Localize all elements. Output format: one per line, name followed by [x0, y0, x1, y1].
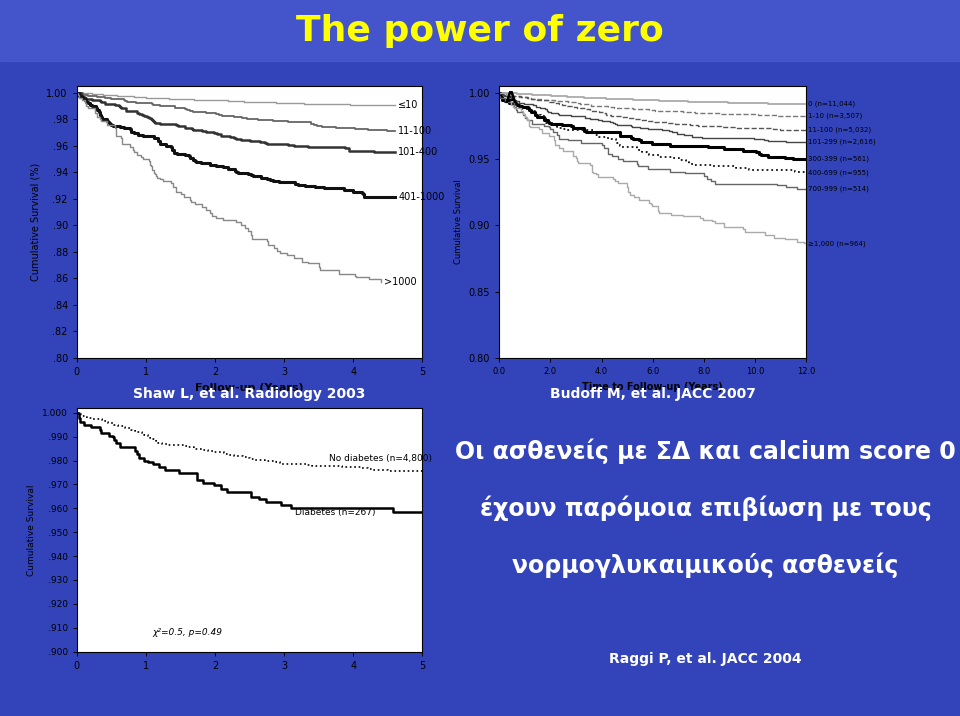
X-axis label: Time to Follow-up (Years): Time to Follow-up (Years): [583, 382, 723, 392]
Text: χ²=0.5, p=0.49: χ²=0.5, p=0.49: [153, 628, 223, 637]
Text: Shaw L, et al. Radiology 2003: Shaw L, et al. Radiology 2003: [133, 387, 366, 401]
Text: ≤10: ≤10: [398, 100, 419, 110]
Text: 101-400: 101-400: [398, 147, 439, 157]
Text: ≥1,000 (n=964): ≥1,000 (n=964): [807, 241, 865, 247]
Y-axis label: Cumulative Survival (%): Cumulative Survival (%): [31, 163, 41, 281]
Text: Οι ασθενείς με ΣΔ και calcium score 0: Οι ασθενείς με ΣΔ και calcium score 0: [455, 438, 956, 464]
Text: Budoff M, et al. JACC 2007: Budoff M, et al. JACC 2007: [550, 387, 756, 401]
Text: >1000: >1000: [384, 276, 417, 286]
Text: έχουν παρόμοια επιβίωση με τους: έχουν παρόμοια επιβίωση με τους: [480, 495, 931, 521]
Y-axis label: Cumulative Survival: Cumulative Survival: [27, 484, 36, 576]
Text: 400-699 (n=955): 400-699 (n=955): [807, 169, 869, 175]
Text: 401-1000: 401-1000: [398, 192, 444, 202]
Text: Raggi P, et al. JACC 2004: Raggi P, et al. JACC 2004: [610, 652, 802, 666]
Text: 1-10 (n=3,507): 1-10 (n=3,507): [807, 113, 862, 120]
Text: Diabetes (n=267): Diabetes (n=267): [295, 508, 375, 517]
Text: 700-999 (n=514): 700-999 (n=514): [807, 185, 869, 192]
Text: The power of zero: The power of zero: [296, 14, 664, 48]
Y-axis label: Cumulative Survival: Cumulative Survival: [454, 180, 463, 264]
Text: 0 (n=11,044): 0 (n=11,044): [807, 101, 854, 107]
Text: 11-100 (n=5,032): 11-100 (n=5,032): [807, 126, 871, 133]
Text: No diabetes (n=4,800): No diabetes (n=4,800): [329, 454, 432, 463]
Text: 101-299 (n=2,616): 101-299 (n=2,616): [807, 139, 876, 145]
Text: 11-100: 11-100: [398, 126, 432, 136]
Text: A: A: [505, 92, 517, 107]
X-axis label: Follow-up (Years): Follow-up (Years): [195, 382, 304, 392]
Text: 300-399 (n=561): 300-399 (n=561): [807, 155, 869, 162]
Text: νορμογλυκαιμικούς ασθενείς: νορμογλυκαιμικούς ασθενείς: [513, 553, 899, 579]
